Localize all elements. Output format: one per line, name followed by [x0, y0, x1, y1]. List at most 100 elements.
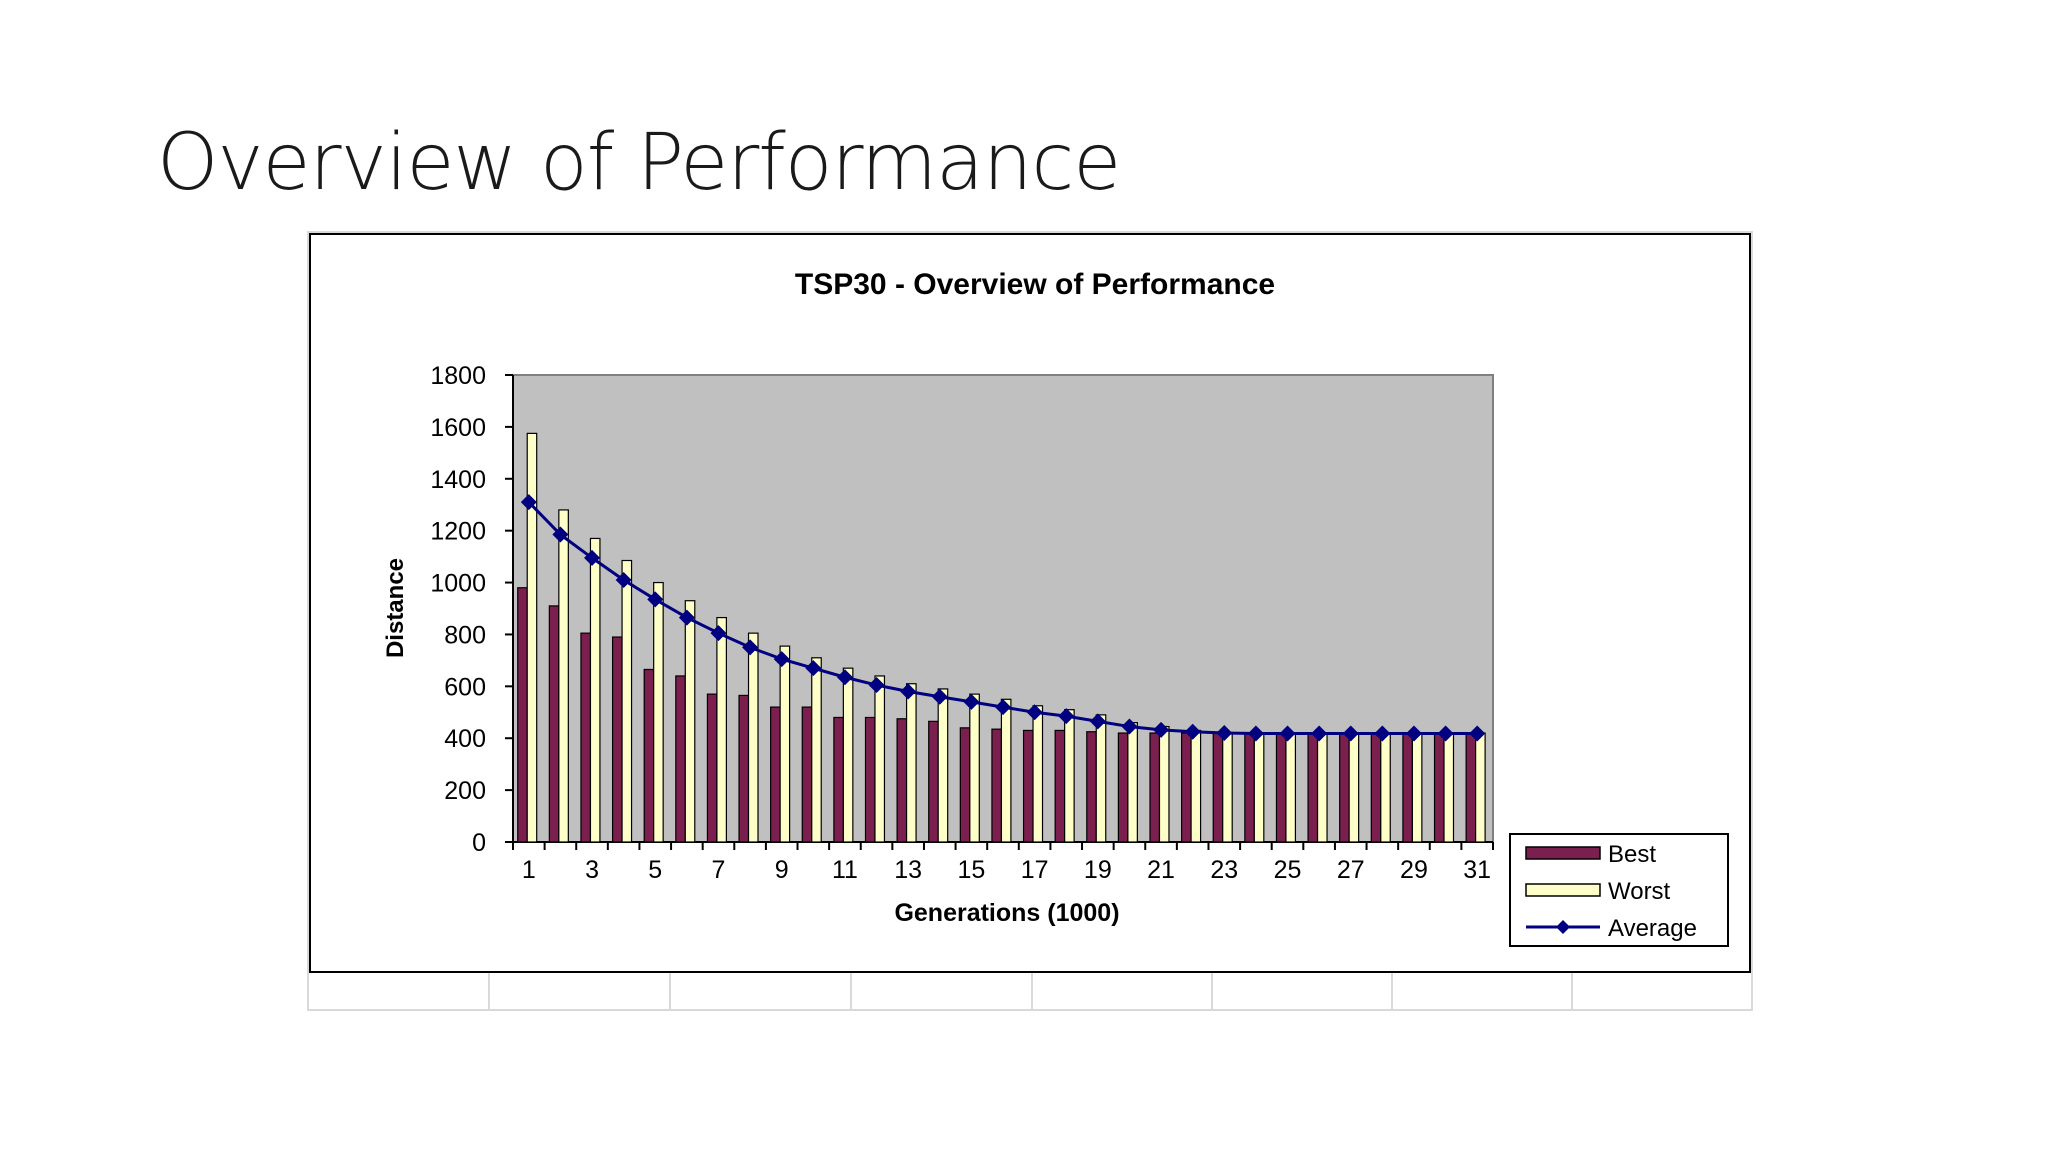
bar-worst: [1348, 732, 1360, 843]
bar-worst: [1158, 725, 1170, 843]
average-point: [1216, 725, 1233, 742]
average-point: [1058, 708, 1075, 725]
bar-worst: [1127, 722, 1138, 843]
average-point: [584, 549, 601, 566]
bar-best: [611, 636, 623, 843]
bar-best: [738, 694, 750, 843]
average-point: [836, 669, 853, 686]
average-point: [1279, 725, 1296, 742]
legend-swatch-marker: [1556, 920, 1570, 934]
legend-swatch-best: [1525, 846, 1601, 860]
average-point: [900, 683, 917, 700]
bar-worst: [842, 667, 854, 843]
bar-worst: [653, 581, 664, 843]
y-axis-label: Distance: [382, 558, 409, 658]
x-tick-label: 13: [894, 856, 922, 884]
y-axis: 0 200 400 600 800 1000 1200 1400 1600 1800: [430, 362, 514, 857]
bar-worst: [1190, 729, 1202, 843]
y-tick-label: 1000: [430, 570, 486, 598]
x-tick-label: 1: [522, 856, 536, 884]
x-tick-label: 21: [1147, 856, 1175, 884]
bar-worst: [684, 600, 696, 843]
average-point: [995, 699, 1011, 716]
bar-best: [1149, 732, 1161, 843]
bar-best: [896, 718, 908, 843]
y-tick-label: 1400: [430, 466, 486, 494]
bar-worst: [969, 693, 980, 843]
bar-worst: [1443, 732, 1455, 843]
bar-worst: [1000, 698, 1012, 843]
bar-best: [864, 716, 876, 843]
bar-best: [1402, 732, 1413, 843]
x-tick-label: 9: [775, 856, 789, 884]
bar-worst: [874, 675, 886, 843]
bar-worst: [1095, 714, 1107, 843]
bar-worst: [1475, 732, 1486, 843]
bar-best: [833, 716, 844, 843]
average-point: [1026, 704, 1043, 721]
x-tick-label: 25: [1274, 856, 1302, 884]
x-axis-label: Generations (1000): [894, 899, 1119, 927]
average-point: [1405, 725, 1422, 742]
average-point: [615, 571, 632, 588]
bar-worst: [621, 559, 633, 843]
bar-best: [1212, 732, 1224, 843]
bar-best: [706, 693, 718, 843]
y-tick-label: 1800: [430, 362, 486, 390]
bar-worst: [526, 432, 538, 843]
slide-title: Overview of Performance: [157, 118, 1121, 208]
bar-worst: [1411, 732, 1423, 843]
bar-best: [1086, 731, 1097, 843]
average-point: [1247, 725, 1264, 742]
y-tick-label: 1200: [430, 518, 486, 546]
average-point: [742, 639, 759, 656]
average-line-series: [520, 494, 1486, 742]
bar-worst: [558, 509, 569, 843]
average-point: [1153, 721, 1170, 738]
bar-best: [1244, 732, 1255, 843]
average-point: [678, 609, 695, 626]
average-point: [647, 591, 664, 608]
bar-worst: [1064, 709, 1075, 843]
bar-worst: [1316, 732, 1328, 843]
x-tick-label: 11: [832, 856, 858, 884]
bar-best: [959, 727, 971, 843]
average-point: [1374, 725, 1391, 742]
bar-worst: [811, 657, 822, 843]
average-point: [1089, 713, 1106, 730]
average-point: [773, 651, 790, 668]
average-point: [1342, 725, 1359, 742]
average-point: [552, 526, 569, 543]
average-point: [1311, 725, 1328, 742]
bar-worst: [779, 645, 791, 843]
x-tick-label: 19: [1084, 856, 1112, 884]
legend-label: Worst: [1608, 878, 1671, 905]
bar-best: [1307, 732, 1319, 843]
average-point: [1437, 725, 1454, 742]
x-tick-label: 5: [648, 856, 662, 884]
bar-best: [770, 706, 781, 843]
bar-worst: [937, 688, 949, 843]
bar-best: [801, 706, 813, 843]
x-tick-label: 23: [1210, 856, 1238, 884]
x-tick-label: 27: [1337, 856, 1365, 884]
bar-worst: [1032, 705, 1044, 843]
y-tick-label: 0: [472, 829, 486, 857]
bar-best: [1117, 732, 1129, 843]
x-tick-label: 31: [1463, 856, 1491, 884]
y-tick-label: 1600: [430, 414, 486, 442]
average-point: [805, 660, 822, 677]
x-tick-label: 3: [585, 856, 599, 884]
bar-best: [1370, 732, 1382, 843]
bar-best: [1022, 729, 1034, 843]
average-point: [868, 677, 885, 694]
average-point: [963, 693, 980, 710]
y-tick-label: 400: [444, 725, 486, 753]
bar-best: [1181, 732, 1192, 843]
y-tick-label: 600: [444, 673, 486, 701]
bar-best: [517, 587, 528, 843]
bar-best: [1465, 732, 1477, 843]
legend-label: Average: [1608, 915, 1697, 942]
bar-best: [643, 668, 655, 843]
